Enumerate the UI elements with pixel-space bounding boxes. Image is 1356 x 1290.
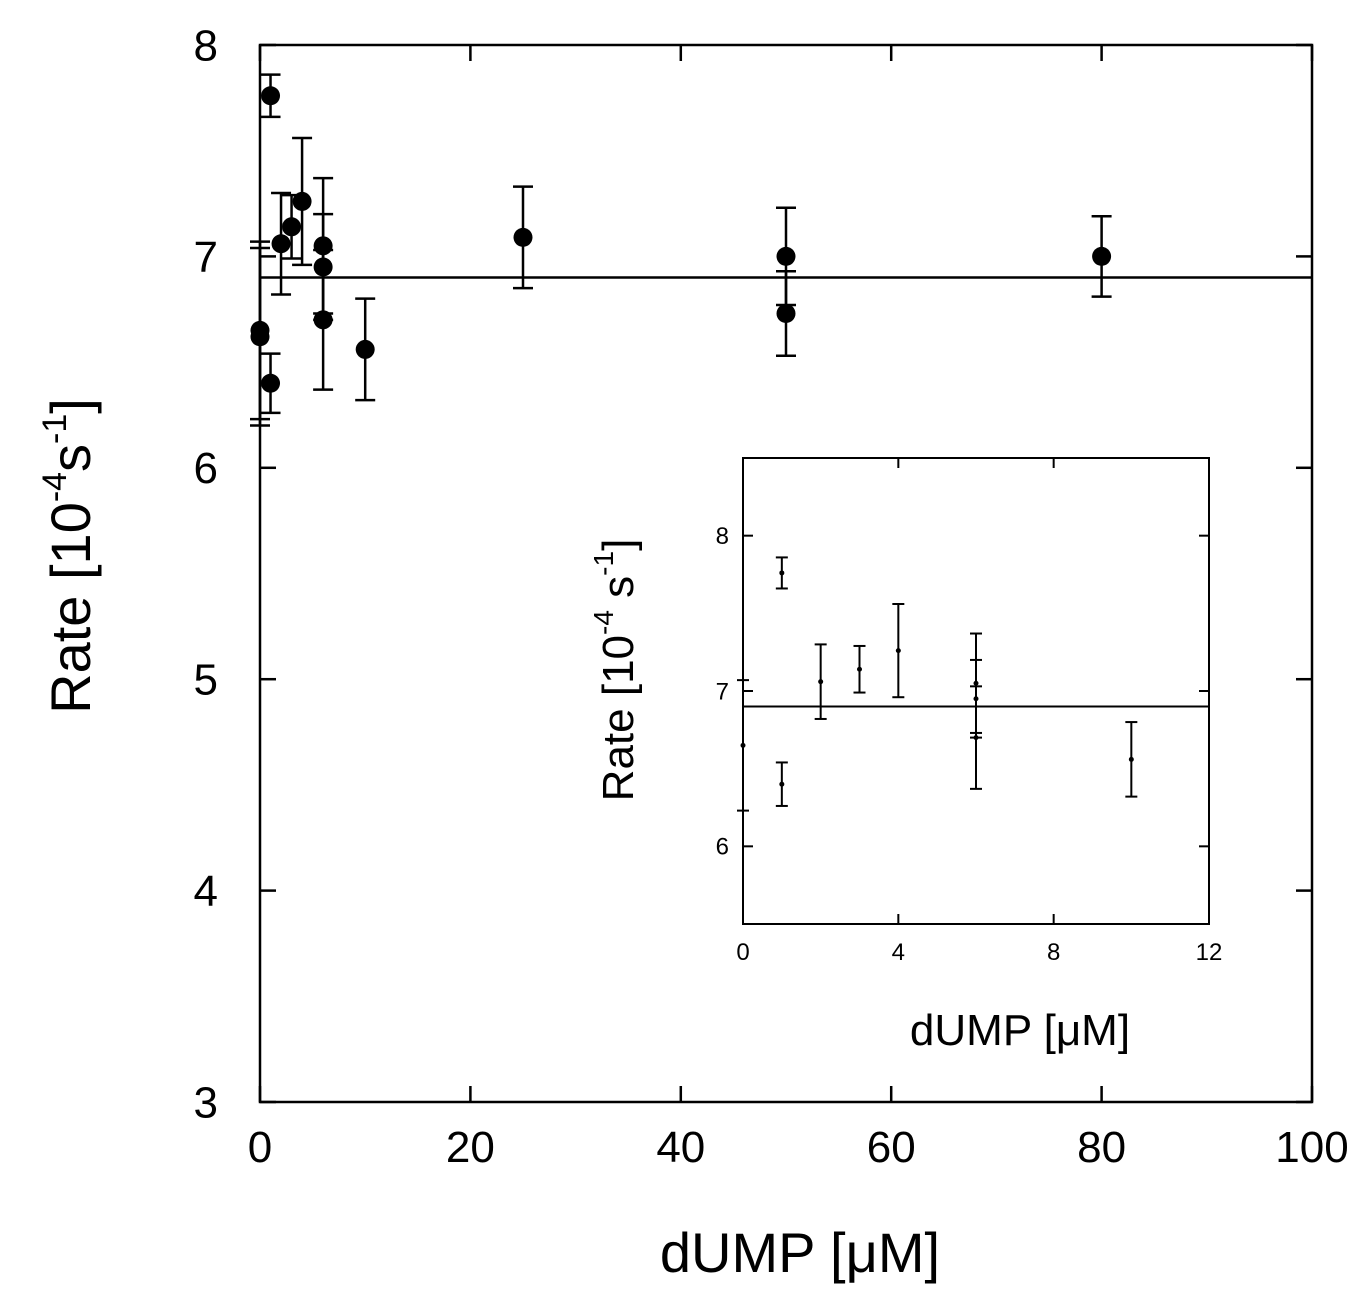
inset-x-tick-label: 4 (892, 939, 905, 966)
inset-data-point (1128, 756, 1134, 762)
main-x-tick-label: 100 (1275, 1123, 1348, 1172)
main-data-point (776, 303, 796, 323)
inset-x-tick-label: 0 (736, 939, 749, 966)
main-data-point (1092, 246, 1112, 266)
main-data-point (776, 246, 796, 266)
main-x-tick-label: 60 (867, 1123, 916, 1172)
main-data-point (261, 86, 281, 106)
inset-data-point (779, 781, 785, 787)
inset-x-tick-label: 8 (1047, 939, 1060, 966)
main-data-point (271, 234, 291, 254)
inset-data-point (740, 742, 746, 748)
inset-y-tick-label: 6 (716, 834, 729, 861)
main-y-tick-label: 3 (194, 1078, 218, 1127)
main-data-point (250, 327, 270, 347)
main-x-tick-label: 40 (656, 1123, 705, 1172)
main-data-point (261, 373, 281, 393)
main-points (250, 73, 1112, 427)
main-data-point (282, 217, 302, 237)
inset-data-point (895, 648, 901, 654)
main-x-tick-label: 80 (1077, 1123, 1126, 1172)
main-y-axis-title: Rate [10-4s-1] (36, 398, 102, 714)
inset-y-axis-title: Rate [10-4 s-1] (588, 539, 643, 802)
main-y-tick-label: 7 (194, 233, 218, 282)
main-plot-frame (258, 43, 1314, 1104)
main-data-point (313, 310, 333, 330)
inset-y-tick-label: 8 (716, 523, 729, 550)
main-data-point (292, 191, 312, 211)
inset-x-tick-label: 12 (1196, 939, 1223, 966)
inset-x-axis-title: dUMP [μM] (910, 1006, 1130, 1055)
inset-data-point (779, 570, 785, 576)
main-y-tick-label: 8 (194, 21, 218, 70)
main-y-tick-label: 5 (194, 656, 218, 705)
main-x-tick-label: 20 (446, 1123, 495, 1172)
inset-points (737, 556, 1138, 812)
main-x-tick-label: 0 (248, 1123, 272, 1172)
main-data-point (513, 227, 533, 247)
inset-data-point (973, 735, 979, 741)
inset-data-point (818, 679, 824, 685)
main-data-point (355, 339, 375, 359)
main-y-tick-label: 4 (194, 867, 218, 916)
inset-ticks: 0 4 8 12 6 7 8 (716, 458, 1223, 966)
main-x-axis-title: dUMP [μM] (660, 1221, 940, 1284)
inset-y-tick-label: 7 (716, 678, 729, 705)
main-y-tick-label: 6 (194, 444, 218, 493)
inset-data-point (857, 666, 862, 672)
